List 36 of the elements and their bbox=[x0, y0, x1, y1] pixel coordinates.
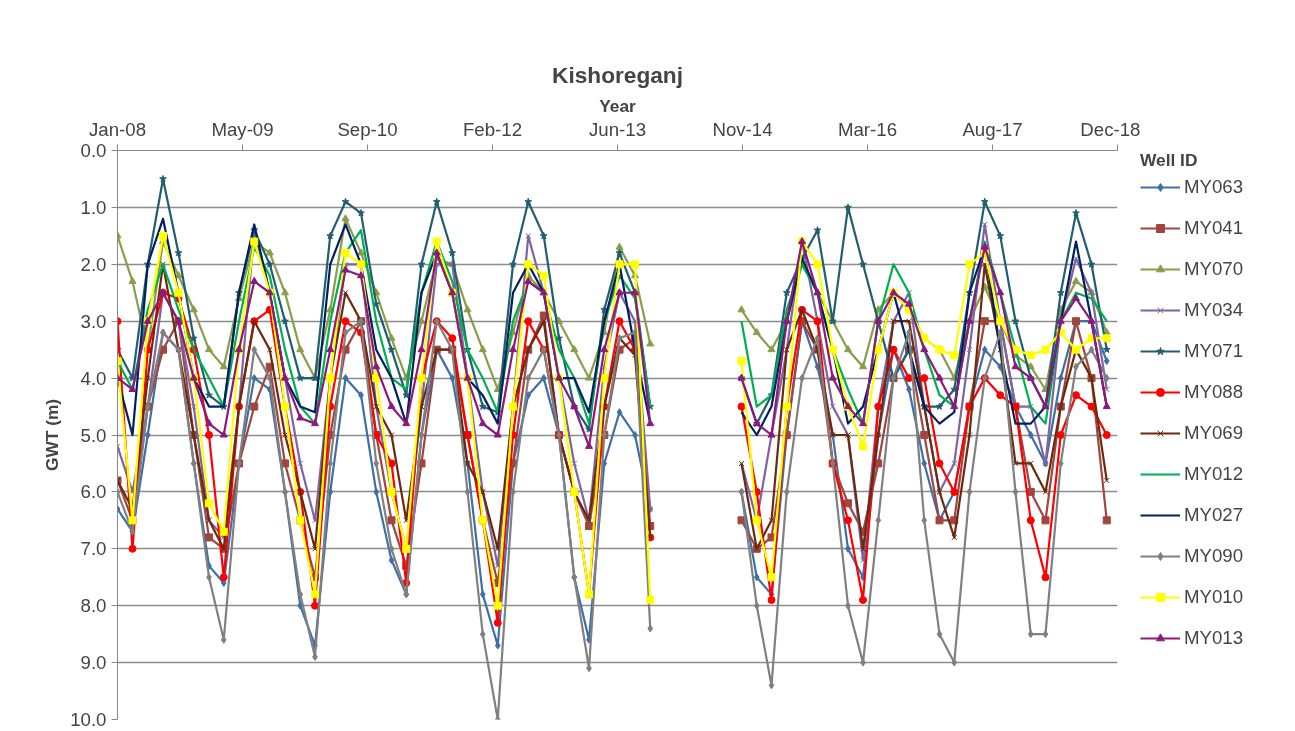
x-tick-label: May-09 bbox=[211, 118, 274, 140]
y-tick-label: 7.0 bbox=[80, 538, 107, 560]
legend-label: MY034 bbox=[1184, 299, 1244, 321]
chart-title: Kishoreganj bbox=[552, 61, 683, 88]
x-tick-label: Sep-10 bbox=[337, 118, 398, 140]
x-tick-label: Jan-08 bbox=[88, 118, 147, 140]
x-axis-title: Year bbox=[599, 95, 637, 116]
legend-label: MY090 bbox=[1184, 545, 1244, 567]
legend-label: MY071 bbox=[1184, 340, 1244, 362]
x-tick-label: Nov-14 bbox=[712, 118, 773, 140]
legend-label: MY027 bbox=[1184, 504, 1244, 526]
y-axis-title: GWT (m) bbox=[42, 398, 63, 472]
y-tick-label: 8.0 bbox=[80, 595, 107, 617]
y-tick-label: 0.0 bbox=[80, 140, 107, 161]
x-tick-label: Mar-16 bbox=[837, 118, 898, 140]
y-tick-label: 3.0 bbox=[80, 310, 107, 332]
y-tick-label: 2.0 bbox=[80, 253, 107, 275]
y-tick-label: 6.0 bbox=[80, 481, 107, 503]
legend-label: MY088 bbox=[1184, 381, 1244, 403]
legend-label: MY013 bbox=[1184, 627, 1244, 649]
y-tick-label: 4.0 bbox=[80, 367, 107, 389]
legend-label: MY063 bbox=[1184, 176, 1244, 198]
x-tick-label: Jun-13 bbox=[588, 118, 647, 140]
y-tick-label: 5.0 bbox=[80, 424, 107, 446]
legend-label: MY041 bbox=[1184, 217, 1244, 239]
y-tick-label: 1.0 bbox=[80, 196, 107, 218]
legend-label: MY070 bbox=[1184, 258, 1244, 280]
x-tick-label: Aug-17 bbox=[962, 118, 1023, 140]
y-tick-label: 10.0 bbox=[70, 709, 107, 730]
legend-label: MY012 bbox=[1184, 463, 1244, 485]
legend-title: Well ID bbox=[1140, 150, 1199, 171]
y-tick-label: 9.0 bbox=[80, 652, 107, 674]
x-tick-label: Feb-12 bbox=[462, 118, 523, 140]
x-tick-label: Dec-18 bbox=[1080, 118, 1141, 140]
legend-label: MY010 bbox=[1184, 586, 1244, 608]
legend-label: MY069 bbox=[1184, 422, 1244, 444]
